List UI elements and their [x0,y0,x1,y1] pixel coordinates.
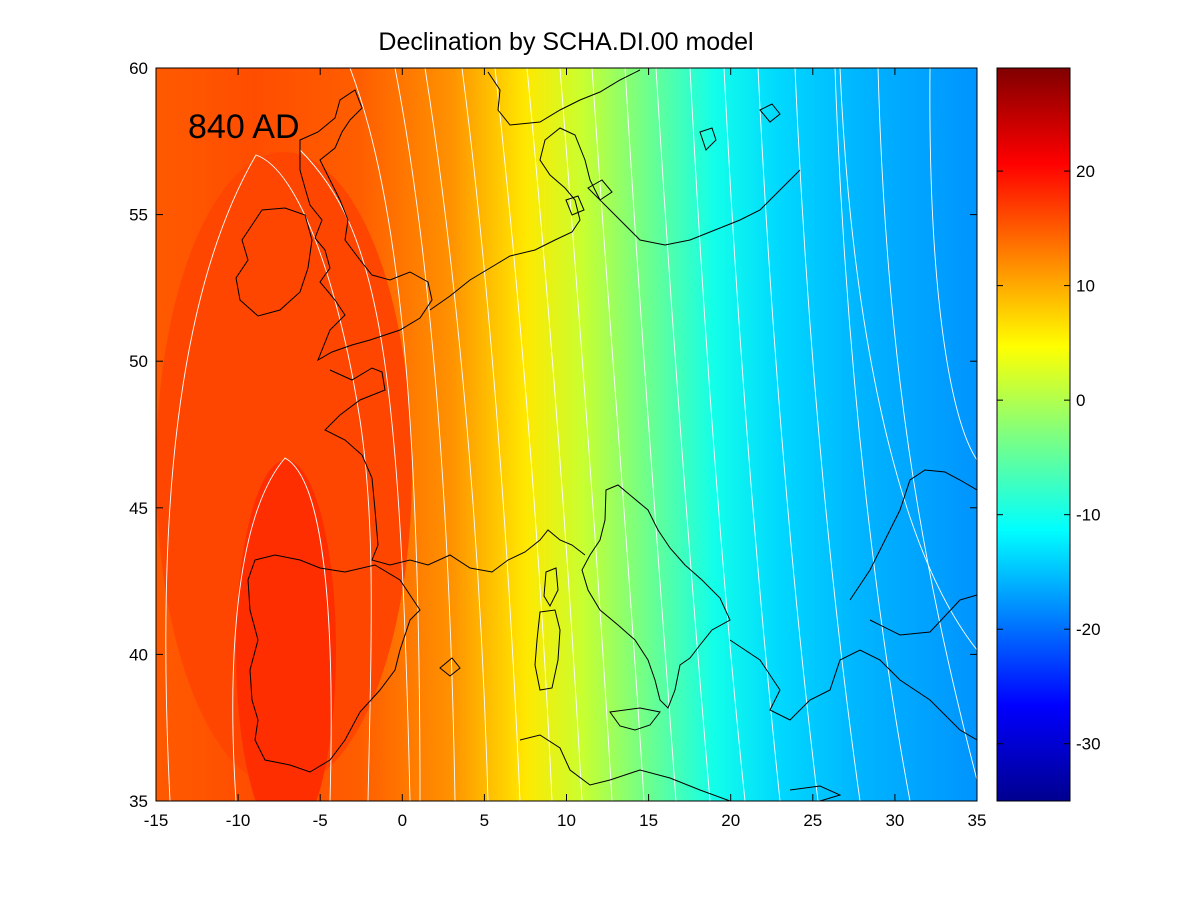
x-tick-label: 10 [557,811,576,830]
declination-maxima [156,152,412,801]
scandinavia-coast [487,69,641,126]
contour-line [757,68,819,801]
colorbar-tick-label: 20 [1076,162,1095,181]
contour-line [349,68,421,801]
france-coast [324,367,586,573]
x-tick-label: 35 [968,811,987,830]
contour-line [559,68,613,801]
x-tick-label: 30 [885,811,904,830]
contour-lines [165,68,977,801]
colorbar-tick-label: -20 [1076,620,1101,639]
y-tick-label: 55 [129,206,148,225]
contour-line [839,68,977,651]
black-sea-south-coast [869,594,977,636]
north-coast [429,127,801,311]
ireland-outline [235,207,313,317]
contour-line [165,154,372,801]
contour-line [794,68,861,801]
sicily-outline [609,707,661,731]
contour-line [723,68,781,801]
contour-line [834,68,911,801]
y-tick-label: 45 [129,499,148,518]
colorbar-tick-label: 10 [1076,277,1095,296]
colorbar-tick-label: -30 [1076,735,1101,754]
x-tick-label: 20 [721,811,740,830]
colorbar: -30 -20 -10 0 10 20 [996,67,1101,802]
x-tick-label: -10 [226,811,251,830]
colorbar-frame [996,67,1071,802]
island-outline [699,127,717,151]
contour-line [591,68,645,801]
x-tick-label: 5 [480,811,489,830]
contour-line [689,68,746,801]
island-outline [587,179,613,201]
x-axis: -15 -10 -5 0 5 10 15 20 25 30 35 [144,68,987,830]
contour-line [929,68,977,461]
y-tick-label: 50 [129,352,148,371]
coastlines [235,69,977,801]
x-tick-label: 0 [398,811,407,830]
y-tick-label: 35 [129,792,148,811]
sardinia-outline [534,609,561,691]
x-tick-label: -15 [144,811,169,830]
island-outline [759,103,781,123]
colorbar-gradient [997,68,1070,801]
black-sea-coast [849,469,977,601]
y-tick-label: 40 [129,645,148,664]
x-tick-label: 25 [803,811,822,830]
balearic-outline [439,657,461,677]
declination-map: 840 AD -15 -10 -5 0 5 10 15 20 25 30 35 35 40 45 50 55… [129,59,987,830]
contour-line [424,68,489,801]
contour-line [461,68,521,801]
contour-line [299,149,411,801]
crete-outline [789,785,842,801]
great-britain-outline [299,89,433,362]
italy-outline [581,484,731,709]
corsica-outline [543,567,559,608]
colorbar-tick-label: -10 [1076,506,1101,525]
colorbar-tick-label: 0 [1076,391,1085,410]
declination-peak-region [236,460,336,801]
aegean-coast [729,639,977,741]
x-tick-label: 15 [639,811,658,830]
contour-line [624,68,677,801]
contour-line [655,68,711,801]
colorbar-axis: -30 -20 -10 0 10 20 [997,162,1101,754]
epoch-label: 840 AD [188,108,300,146]
x-tick-label: -5 [313,811,328,830]
contour-line [877,68,977,781]
y-tick-label: 60 [129,59,148,78]
contour-line [232,457,332,801]
figure-title: Declination by SCHA.DI.00 model [378,28,753,56]
island-outline [565,195,585,216]
y-axis: 35 40 45 50 55 60 [129,59,977,811]
north-africa-coast [519,734,731,801]
contour-line [526,68,583,801]
iberia-outline [247,554,421,773]
contour-line [394,68,456,801]
